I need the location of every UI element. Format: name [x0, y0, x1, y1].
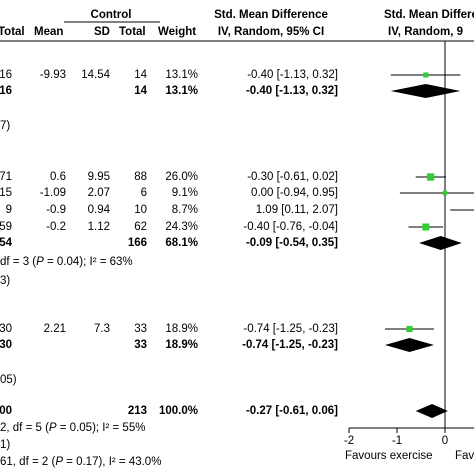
row-5-total: 62 — [134, 221, 147, 233]
row-1-weight: 13.1% — [165, 85, 198, 97]
sg2-het-p: P — [36, 256, 44, 268]
col-sd: SD — [94, 26, 110, 38]
sg2-heterogeneity: df = 3 (P = 0.04); I² = 63% — [0, 255, 133, 269]
row-4-ci-text: 1.09 [0.11, 2.07] — [255, 204, 338, 216]
overall-het-rest: = 0.05); I² = 55% — [56, 422, 146, 434]
row-1-total-left: 16 — [0, 85, 12, 97]
row-3-mean: -1.09 — [39, 187, 66, 199]
row-1-total: 14 — [134, 85, 147, 97]
subtotal-diamond-1 — [390, 84, 461, 98]
subtotal-diamond-6 — [419, 236, 462, 250]
row-7-total-left: 30 — [0, 323, 12, 335]
row-0-ci-text: -0.40 [-1.13, 0.32] — [247, 69, 338, 81]
row-5-mean: -0.2 — [46, 221, 66, 233]
row-8-weight: 18.9% — [165, 339, 198, 351]
smd-header-method: IV, Random, 95% CI — [217, 26, 325, 38]
row-3-ci-text: 0.00 [-0.94, 0.95] — [251, 187, 338, 199]
row-0-weight: 13.1% — [165, 69, 198, 81]
x-tick-label-2: 0 — [441, 435, 449, 447]
overall-heterogeneity: 2, df = 5 (P = 0.05); I² = 55% — [0, 421, 145, 435]
row-1-ci-text: -0.40 [-1.13, 0.32] — [245, 85, 338, 97]
study-square-2 — [426, 173, 435, 181]
row-9-total: 213 — [127, 405, 147, 417]
row-0-total-left: 16 — [0, 69, 12, 81]
row-6-weight: 68.1% — [165, 237, 198, 249]
row-2-ci-text: -0.30 [-0.61, 0.02] — [247, 171, 338, 183]
col-total-left: Total — [0, 26, 25, 38]
row-2-total-left: 71 — [0, 171, 12, 183]
row-7-ci-text: -0.74 [-1.25, -0.23] — [243, 323, 338, 335]
overall-het-p: P — [48, 422, 57, 434]
row-4-sd: 0.94 — [87, 204, 110, 216]
sg2-test-fragment: 3) — [0, 275, 11, 287]
row-7-total: 33 — [134, 323, 147, 335]
row-3-total: 6 — [140, 187, 147, 199]
row-5-sd: 1.12 — [87, 221, 110, 233]
sg2-het-prefix: df = 3 ( — [0, 256, 37, 268]
study-square-5 — [422, 223, 430, 231]
smd-header: Std. Mean Difference — [214, 9, 328, 21]
row-5-ci-text: -0.40 [-0.76, -0.04] — [243, 221, 338, 233]
row-6-total: 166 — [127, 237, 147, 249]
row-2-weight: 26.0% — [165, 171, 198, 183]
row-4-total: 10 — [134, 204, 147, 216]
row-0-total: 14 — [134, 69, 147, 81]
row-4-mean: -0.9 — [46, 204, 66, 216]
study-square-3 — [442, 190, 448, 196]
row-4-weight: 8.7% — [171, 204, 198, 216]
x-tick-label-1: -1 — [391, 435, 403, 447]
row-5-weight: 24.3% — [165, 221, 198, 233]
col-mean: Mean — [34, 26, 64, 38]
row-2-total: 88 — [134, 171, 147, 183]
sg3-test-fragment: 05) — [0, 374, 17, 386]
favours-right-label: Fav — [455, 450, 474, 462]
row-3-total-left: 15 — [0, 187, 12, 199]
subgroup-diff-p: P — [55, 456, 63, 468]
row-6-total-left: 154 — [0, 237, 12, 249]
row-5-total-left: 59 — [0, 221, 12, 233]
row-9-total-left: 200 — [0, 405, 12, 417]
row-7-sd: 7.3 — [94, 323, 110, 335]
forest-marks — [348, 41, 474, 433]
subgroup-diff-fragment: 1) — [0, 439, 11, 451]
x-tick-label-0: -2 — [343, 435, 355, 447]
subgroup-diff-prefix: 61, df = 2 ( — [0, 456, 56, 468]
row-7-mean: 2.21 — [43, 323, 66, 335]
study-square-0 — [423, 72, 429, 78]
overall-het-prefix: 2, df = 5 ( — [0, 422, 49, 434]
row-2-sd: 9.95 — [87, 171, 110, 183]
sg2-het-rest: = 0.04); I² = 63% — [43, 256, 133, 268]
control-group-header: Control — [90, 9, 132, 21]
plot-header: Std. Mean Differe — [384, 9, 474, 21]
row-8-ci-text: -0.74 [-1.25, -0.23] — [242, 339, 338, 351]
row-0-mean: -9.93 — [39, 69, 66, 81]
plot-header-method: IV, Random, 9 — [388, 26, 463, 38]
row-9-weight: 100.0% — [158, 405, 198, 417]
favours-left-label: Favours exercise — [345, 450, 433, 462]
subtotal-diamond-8 — [385, 338, 434, 352]
subgroup-differences: 61, df = 2 (P = 0.17), I² = 43.0% — [0, 455, 161, 469]
overall-diamond-9 — [415, 404, 448, 418]
study-square-7 — [406, 325, 413, 333]
row-0-sd: 14.54 — [81, 69, 110, 81]
row-8-total: 33 — [134, 339, 147, 351]
row-2-mean: 0.6 — [50, 171, 66, 183]
row-8-total-left: 30 — [0, 339, 12, 351]
row-3-weight: 9.1% — [171, 187, 198, 199]
sg1-test-fragment: 7) — [0, 120, 11, 132]
col-weight: Weight — [158, 26, 197, 38]
row-6-ci-text: -0.09 [-0.54, 0.35] — [245, 237, 338, 249]
row-4-total-left: 9 — [5, 204, 12, 216]
row-7-weight: 18.9% — [165, 323, 198, 335]
row-9-ci-text: -0.27 [-0.61, 0.06] — [245, 405, 338, 417]
subgroup-diff-rest: = 0.17), I² = 43.0% — [62, 456, 162, 468]
row-3-sd: 2.07 — [87, 187, 110, 199]
col-total: Total — [119, 26, 146, 38]
